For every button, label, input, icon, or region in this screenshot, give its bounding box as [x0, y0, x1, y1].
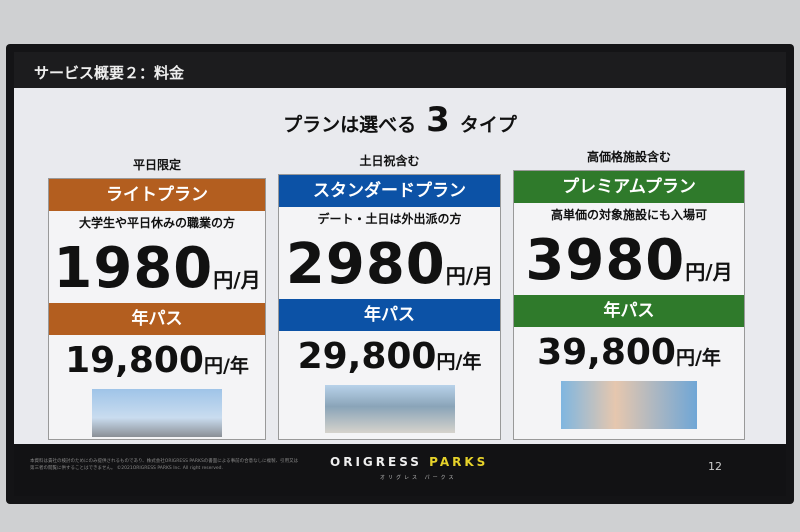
annual-price: 39,800円/年	[537, 332, 721, 373]
headline-text: タイプ	[459, 114, 517, 136]
plan-name: スタンダードプラン	[279, 175, 500, 207]
annual-label: 年パス	[279, 299, 500, 331]
page-number: 12	[708, 460, 722, 473]
plan-premium: 高価格施設含む プレミアムプラン 高単価の対象施設にも入場可 3980円/月 年…	[513, 144, 745, 440]
plan-caption: 平日限定	[132, 158, 181, 172]
plan-description: 大学生や平日休みの職業の方	[78, 216, 235, 230]
plan-photo	[92, 389, 222, 437]
annual-price: 29,800円/年	[297, 336, 482, 377]
plan-light: 平日限定 ライトプラン 大学生や平日休みの職業の方 1980円/月 年パス 19…	[48, 152, 266, 440]
monthly-price: 1980円/月	[53, 236, 261, 301]
logo-kana: オリグレス パークス	[380, 475, 457, 481]
headline-text: プランは選べる	[283, 114, 417, 136]
plan-name: プレミアムプラン	[514, 171, 744, 203]
plan-name: ライトプラン	[49, 179, 265, 211]
plan-photo	[561, 381, 697, 429]
monthly-price: 3980円/月	[525, 228, 733, 293]
plan-caption: 土日祝含む	[359, 154, 420, 168]
annual-label: 年パス	[514, 295, 744, 327]
plan-standard: 土日祝含む スタンダードプラン デート・土日は外出派の方 2980円/月 年パス…	[278, 148, 501, 440]
disclaimer: 本資料は貴社の検討のためにのみ提供されるものであり、株式会社ORIGRESS P…	[30, 459, 299, 471]
plan-caption: 高価格施設含む	[586, 150, 671, 164]
headline-number: 3	[426, 100, 450, 140]
plan-description: 高単価の対象施設にも入場可	[550, 208, 707, 222]
plan-description: デート・土日は外出派の方	[317, 212, 462, 226]
annual-price: 19,800円/年	[65, 340, 249, 381]
monthly-price: 2980円/月	[285, 232, 494, 297]
plan-photo	[324, 385, 455, 433]
origress-parks-logo: ORIGRESS PARKS	[330, 455, 489, 469]
slide-footer	[14, 444, 786, 496]
slide-title: サービス概要２：料金	[14, 52, 786, 88]
annual-label: 年パス	[49, 303, 265, 335]
headline: プランは選べる 3 タイプ	[0, 100, 800, 140]
